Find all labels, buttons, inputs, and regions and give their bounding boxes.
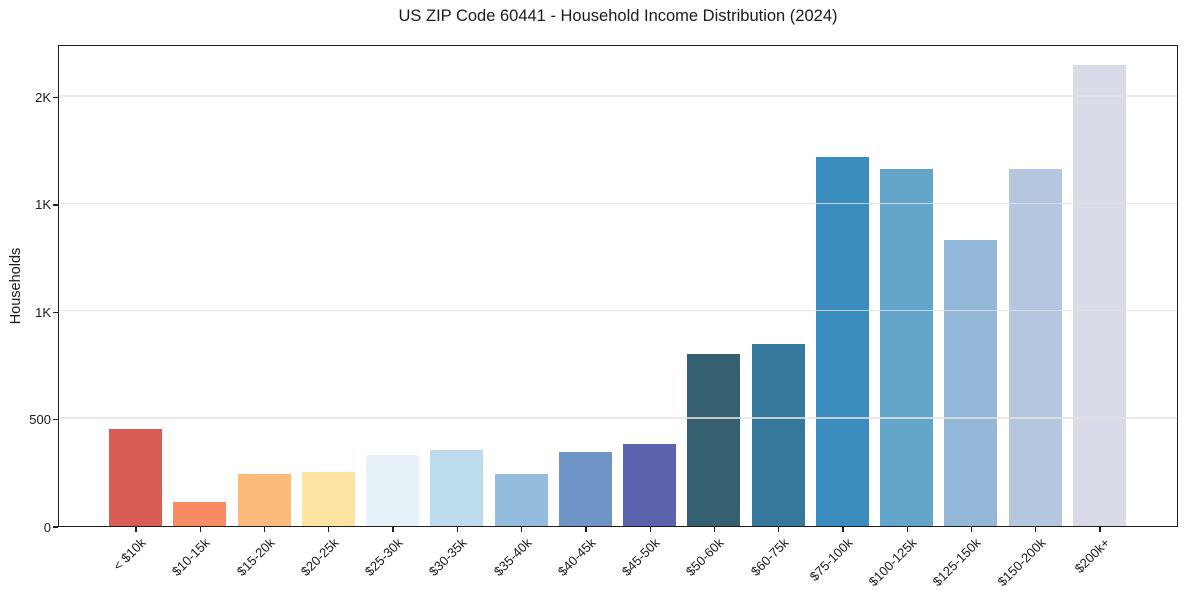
x-tick-label: $10-15k <box>169 535 213 579</box>
x-tick-label: $200k+ <box>1071 535 1113 577</box>
bar <box>237 474 291 526</box>
bar <box>1073 65 1126 526</box>
x-tick-mark <box>778 527 780 532</box>
gridline <box>59 202 1177 204</box>
x-tick-mark <box>135 527 137 532</box>
x-tick-mark <box>263 527 266 532</box>
bar <box>1008 168 1062 526</box>
gridline <box>59 310 1177 312</box>
bar <box>880 168 934 526</box>
x-tick-mark <box>521 527 523 532</box>
x-tick-mark <box>1099 527 1101 532</box>
bar <box>944 240 998 526</box>
x-tick-label: $20-25k <box>297 535 342 579</box>
x-tick-label: $50-60k <box>683 535 727 579</box>
bar <box>366 455 420 526</box>
bar <box>173 502 227 526</box>
x-tick-label: < $10k <box>110 535 149 574</box>
x-tick-label: $45-50k <box>618 535 663 579</box>
x-tick-mark <box>328 527 330 532</box>
x-tick-mark <box>456 527 459 532</box>
y-tick-label: 0 <box>43 519 51 535</box>
x-tick-mark <box>649 527 651 532</box>
x-tick-mark <box>713 527 716 532</box>
x-tick-mark <box>970 527 973 532</box>
gridline <box>59 417 1177 419</box>
x-tick-mark <box>842 527 844 532</box>
plot-area <box>58 45 1178 527</box>
x-tick-label: $125-150k <box>929 535 985 590</box>
x-tick-label: $75-100k <box>806 535 856 584</box>
bar <box>430 449 484 526</box>
y-tick-mark <box>53 419 58 421</box>
y-tick-mark <box>53 311 58 313</box>
x-tick-mark <box>585 527 587 532</box>
bar <box>109 429 162 526</box>
bar <box>301 472 355 526</box>
bar <box>494 474 548 526</box>
x-tick-mark <box>199 527 201 532</box>
y-tick-mark <box>53 204 58 206</box>
x-tick-mark <box>906 527 908 532</box>
x-tick-label: $150-200k <box>994 535 1049 590</box>
x-tick-label: $100-125k <box>865 535 920 590</box>
bar <box>623 444 677 526</box>
y-tick-label: 1K <box>35 197 51 213</box>
bar <box>558 451 612 526</box>
x-tick-mark <box>1035 527 1037 532</box>
gridline <box>59 95 1177 97</box>
y-tick-label: 1K <box>35 304 51 320</box>
x-tick-label: $15-20k <box>233 535 278 579</box>
x-tick-mark <box>392 527 394 532</box>
bar <box>687 354 741 526</box>
y-tick-label: 2K <box>35 90 51 106</box>
x-tick-label: $35-40k <box>490 535 535 579</box>
x-tick-label: $40-45k <box>554 535 599 579</box>
bar <box>751 343 805 526</box>
x-tick-label: $30-35k <box>426 535 470 579</box>
y-axis-label: Households <box>8 247 24 325</box>
x-tick-label: $25-30k <box>361 535 406 579</box>
y-tick-label: 500 <box>29 412 51 428</box>
bar <box>815 156 869 526</box>
y-tick-mark <box>53 97 58 99</box>
y-tick-mark <box>53 526 58 528</box>
x-tick-label: $60-75k <box>747 535 792 579</box>
chart-title: US ZIP Code 60441 - Household Income Dis… <box>398 7 838 25</box>
